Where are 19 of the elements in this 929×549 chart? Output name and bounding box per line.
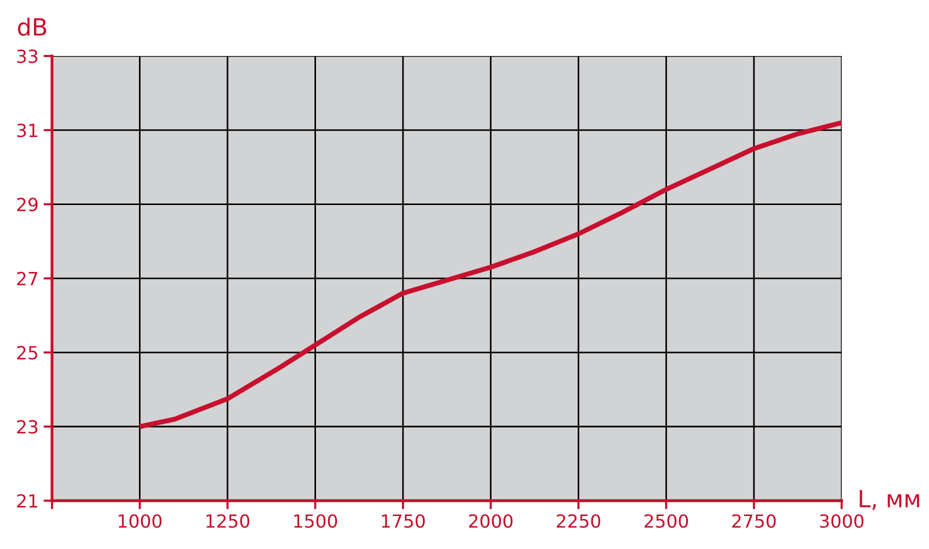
x-tick-label: 1500 — [294, 514, 338, 528]
x-tick-label: 2500 — [644, 514, 688, 528]
y-axis-title: dB — [18, 18, 46, 36]
x-tick-label: 2250 — [556, 514, 600, 528]
x-tick-label: 2750 — [732, 514, 776, 528]
y-tick-label: 25 — [17, 346, 38, 360]
y-tick-label: 29 — [17, 198, 38, 212]
y-tick-label: 23 — [17, 420, 38, 434]
x-axis-title: L, мм — [860, 490, 920, 510]
x-tick-label: 1000 — [118, 514, 162, 528]
line-series — [137, 120, 842, 430]
y-tick-label: 21 — [17, 494, 38, 508]
y-tick-label: 31 — [17, 124, 38, 138]
y-tick-label: 27 — [17, 272, 38, 286]
y-tick-label: 33 — [17, 49, 38, 64]
x-tick-label: 1250 — [206, 514, 250, 528]
x-tick-label: 3000 — [820, 514, 864, 528]
x-tick-label: 1750 — [382, 514, 425, 528]
x-tick-label: 2000 — [469, 514, 512, 528]
